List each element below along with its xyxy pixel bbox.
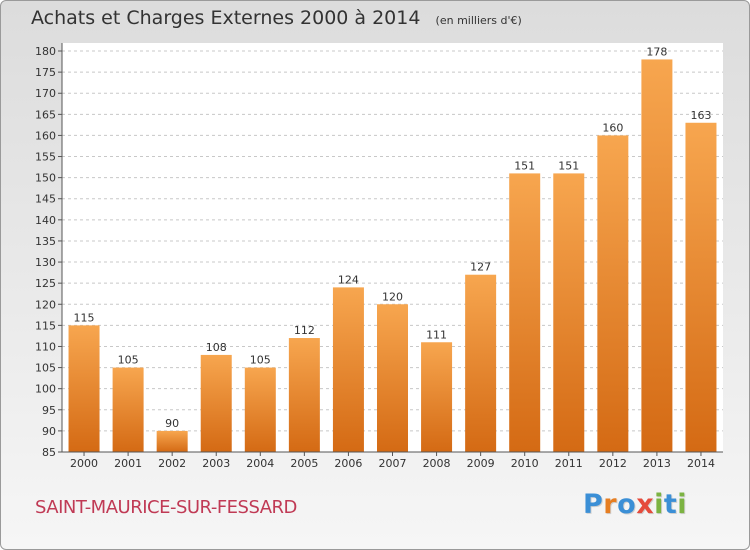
- bar-2005: [288, 338, 320, 452]
- bar-value-label: 163: [690, 109, 711, 122]
- bar-2010: [509, 173, 541, 452]
- logo-letter: x: [636, 489, 655, 520]
- bar-2014: [685, 122, 717, 452]
- y-tick-label: 175: [35, 66, 56, 79]
- y-tick-label: 135: [35, 235, 56, 248]
- bar-2008: [421, 342, 453, 452]
- x-tick-label: 2010: [511, 457, 539, 470]
- bar-value-label: 178: [646, 45, 667, 58]
- x-tick-label: 2003: [202, 457, 230, 470]
- bar-value-label: 160: [602, 121, 623, 134]
- y-tick-label: 110: [35, 340, 56, 353]
- y-tick-label: 165: [35, 108, 56, 121]
- y-tick-label: 160: [35, 129, 56, 142]
- bar-value-label: 112: [294, 324, 315, 337]
- bar-2000: [68, 325, 100, 452]
- bar-value-label: 105: [118, 354, 139, 367]
- logo-letter: P: [583, 489, 604, 520]
- y-tick-label: 140: [35, 214, 56, 227]
- bar-value-label: 120: [382, 290, 403, 303]
- bar-value-label: 151: [514, 159, 535, 172]
- bar-2009: [465, 274, 497, 452]
- bar-value-label: 90: [165, 417, 179, 430]
- commune-name: SAINT-MAURICE-SUR-FESSARD: [35, 497, 297, 518]
- y-tick-label: 90: [42, 425, 56, 438]
- x-axis: 2000 2001 2002 2003 2004 2005 2006 2007 2008 2009…: [62, 451, 723, 470]
- y-tick-label: 120: [35, 298, 56, 311]
- proxiti-logo[interactable]: Proxiti: [583, 489, 687, 520]
- bar-2006: [332, 287, 364, 452]
- logo-letter: t: [663, 489, 678, 520]
- y-tick-label: 105: [35, 362, 56, 375]
- x-tick-label: 2014: [687, 457, 715, 470]
- y-axis: 85 90 95 100 105 110 115 120 125 130 135 140 145 150 1…: [35, 43, 63, 459]
- bar-value-label: 124: [338, 273, 359, 286]
- x-tick-label: 2008: [423, 457, 451, 470]
- x-tick-label: 2009: [467, 457, 495, 470]
- bar-2001: [112, 367, 144, 452]
- y-tick-label: 130: [35, 256, 56, 269]
- logo-letter: o: [617, 489, 637, 520]
- logo-letter: i: [677, 489, 688, 520]
- y-tick-label: 100: [35, 383, 56, 396]
- x-tick-label: 2012: [599, 457, 627, 470]
- bar-2002: [156, 430, 188, 452]
- y-tick-label: 95: [42, 404, 56, 417]
- bar-2007: [377, 304, 408, 452]
- title-row: Achats et Charges Externes 2000 à 2014 (…: [31, 7, 522, 29]
- y-tick-label: 155: [35, 151, 56, 164]
- bar-2004: [244, 367, 276, 452]
- x-tick-label: 2007: [379, 457, 407, 470]
- y-tick-label: 180: [35, 45, 56, 58]
- chart-title: Achats et Charges Externes 2000 à 2014: [31, 7, 421, 29]
- bar-2003: [200, 354, 232, 452]
- bar-2013: [641, 59, 673, 452]
- y-tick-label: 115: [35, 319, 56, 332]
- bars: 115 105 90 108 105 112 124 120 111 127 151 151 160 17…: [68, 45, 717, 452]
- bar-value-label: 111: [426, 328, 447, 341]
- x-tick-label: 2000: [70, 457, 98, 470]
- y-tick-label: 125: [35, 277, 56, 290]
- bar-2012: [597, 135, 629, 452]
- y-tick-label: 145: [35, 193, 56, 206]
- bar-value-label: 105: [250, 354, 271, 367]
- x-tick-label: 2001: [114, 457, 142, 470]
- x-tick-label: 2011: [555, 457, 583, 470]
- logo-letter: r: [603, 489, 618, 520]
- logo-letter: i: [654, 489, 664, 520]
- bar-value-label: 108: [206, 341, 227, 354]
- y-tick-label: 85: [42, 446, 56, 459]
- x-tick-label: 2004: [246, 457, 274, 470]
- x-tick-label: 2005: [290, 457, 318, 470]
- y-tick-label: 150: [35, 172, 56, 185]
- bar-value-label: 115: [74, 311, 95, 324]
- x-tick-label: 2002: [158, 457, 186, 470]
- chart-subtitle: (en milliers d'€): [435, 14, 522, 27]
- bar-value-label: 127: [470, 261, 491, 274]
- x-tick-label: 2006: [334, 457, 362, 470]
- x-tick-label: 2013: [643, 457, 671, 470]
- bar-value-label: 151: [558, 159, 579, 172]
- y-tick-label: 170: [35, 87, 56, 100]
- bar-2011: [553, 173, 585, 452]
